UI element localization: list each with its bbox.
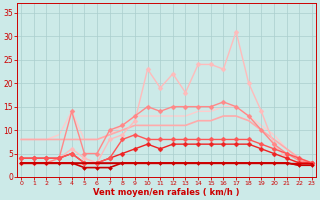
X-axis label: Vent moyen/en rafales ( km/h ): Vent moyen/en rafales ( km/h )	[93, 188, 240, 197]
